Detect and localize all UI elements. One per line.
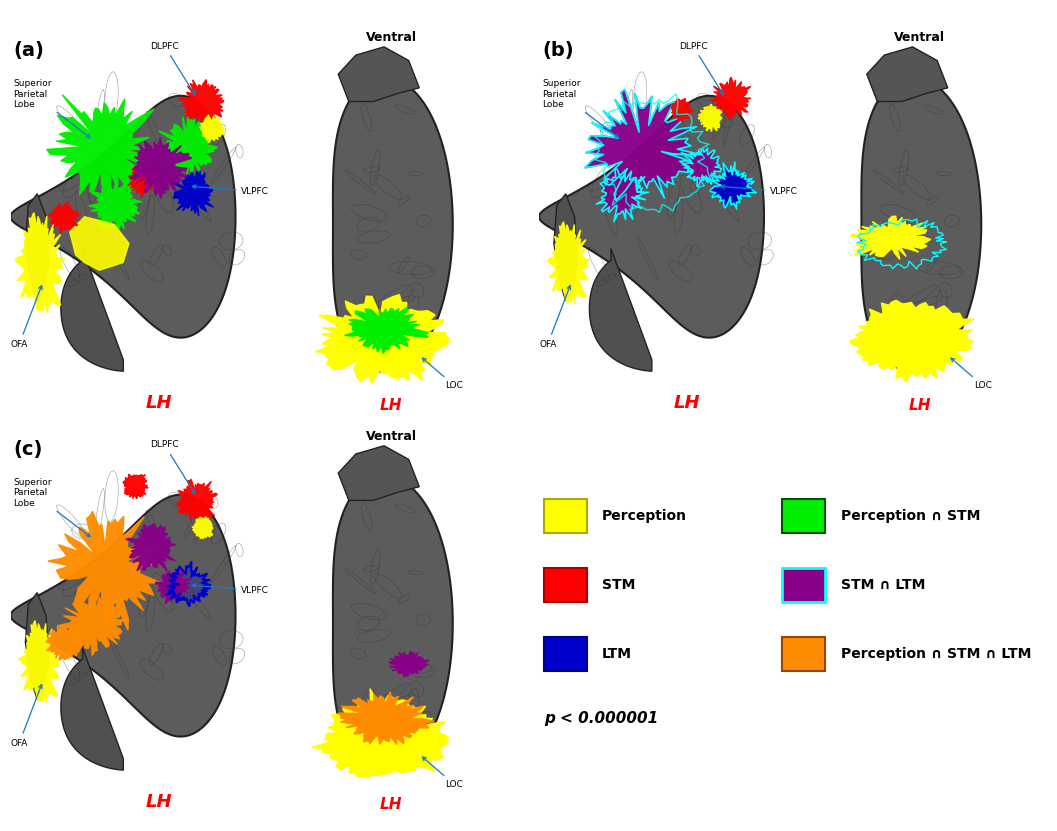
Text: STM ∩ LTM: STM ∩ LTM (840, 578, 925, 592)
Polygon shape (316, 295, 450, 383)
Text: DLPFC: DLPFC (150, 42, 194, 95)
Text: p < 0.000001: p < 0.000001 (543, 711, 657, 726)
Polygon shape (867, 47, 948, 101)
Text: VLPFC: VLPFC (192, 584, 270, 595)
Polygon shape (548, 222, 590, 304)
Polygon shape (200, 115, 225, 143)
Text: LH: LH (908, 398, 931, 413)
Polygon shape (156, 116, 218, 179)
Text: LOC: LOC (423, 358, 463, 391)
Polygon shape (338, 47, 420, 101)
Polygon shape (130, 138, 191, 199)
Polygon shape (61, 647, 124, 770)
Polygon shape (554, 194, 577, 301)
Polygon shape (333, 476, 452, 770)
Text: DLPFC: DLPFC (679, 42, 723, 95)
Polygon shape (19, 621, 61, 703)
Text: LH: LH (145, 793, 172, 811)
Polygon shape (177, 479, 218, 519)
Text: LOC: LOC (951, 358, 991, 391)
Polygon shape (345, 307, 428, 354)
FancyBboxPatch shape (543, 637, 587, 671)
Polygon shape (539, 96, 764, 337)
Polygon shape (173, 170, 214, 216)
Polygon shape (710, 162, 757, 209)
Text: LOC: LOC (423, 757, 463, 789)
Polygon shape (333, 77, 452, 371)
Text: OFA: OFA (11, 286, 42, 349)
Text: Ventral: Ventral (894, 32, 945, 44)
FancyBboxPatch shape (543, 499, 587, 534)
Polygon shape (166, 562, 210, 606)
Text: (b): (b) (542, 41, 574, 60)
Text: VLPFC: VLPFC (192, 185, 270, 196)
Polygon shape (49, 201, 81, 234)
Text: LH: LH (379, 398, 403, 413)
Polygon shape (126, 524, 177, 571)
Text: Superior
Parietal
Lobe: Superior Parietal Lobe (14, 478, 90, 537)
Polygon shape (11, 494, 236, 736)
Text: LH: LH (145, 394, 172, 412)
Polygon shape (850, 216, 931, 259)
Polygon shape (671, 98, 692, 121)
Polygon shape (155, 570, 191, 603)
Text: Ventral: Ventral (366, 430, 416, 443)
FancyBboxPatch shape (782, 568, 826, 602)
Polygon shape (47, 626, 86, 660)
Polygon shape (15, 213, 64, 313)
Polygon shape (861, 77, 981, 371)
Polygon shape (682, 148, 722, 186)
FancyBboxPatch shape (543, 568, 587, 602)
Polygon shape (89, 181, 142, 229)
FancyBboxPatch shape (782, 499, 826, 534)
Text: Superior
Parietal
Lobe: Superior Parietal Lobe (14, 79, 90, 138)
Polygon shape (70, 217, 129, 270)
Polygon shape (585, 90, 702, 200)
Text: DLPFC: DLPFC (150, 440, 194, 494)
Polygon shape (710, 77, 750, 120)
Polygon shape (124, 474, 148, 499)
Text: Perception ∩ STM: Perception ∩ STM (840, 509, 980, 524)
Text: Superior
Parietal
Lobe: Superior Parietal Lobe (542, 79, 618, 138)
Text: LH: LH (673, 394, 701, 412)
Polygon shape (48, 511, 162, 631)
Text: STM: STM (602, 578, 635, 592)
Polygon shape (179, 80, 224, 127)
Text: Ventral: Ventral (366, 32, 416, 44)
Text: LTM: LTM (602, 647, 632, 661)
Text: OFA: OFA (11, 685, 42, 748)
Text: VLPFC: VLPFC (721, 185, 798, 196)
Text: Perception: Perception (602, 509, 687, 524)
Text: Perception ∩ STM ∩ LTM: Perception ∩ STM ∩ LTM (840, 647, 1031, 661)
Text: LH: LH (379, 797, 403, 812)
Polygon shape (850, 300, 975, 382)
Polygon shape (338, 691, 434, 745)
Text: (a): (a) (14, 41, 44, 60)
Polygon shape (128, 160, 161, 197)
Polygon shape (312, 689, 449, 778)
Polygon shape (57, 590, 125, 656)
Polygon shape (61, 248, 124, 371)
Polygon shape (192, 517, 212, 539)
Polygon shape (596, 169, 649, 222)
Polygon shape (389, 652, 429, 676)
Text: OFA: OFA (539, 286, 571, 349)
Polygon shape (25, 593, 49, 700)
Text: (c): (c) (14, 440, 43, 459)
FancyBboxPatch shape (782, 637, 826, 671)
Polygon shape (11, 96, 236, 337)
Polygon shape (699, 105, 722, 132)
Polygon shape (590, 248, 652, 371)
Polygon shape (25, 194, 49, 301)
Polygon shape (338, 445, 420, 500)
Polygon shape (47, 95, 163, 194)
